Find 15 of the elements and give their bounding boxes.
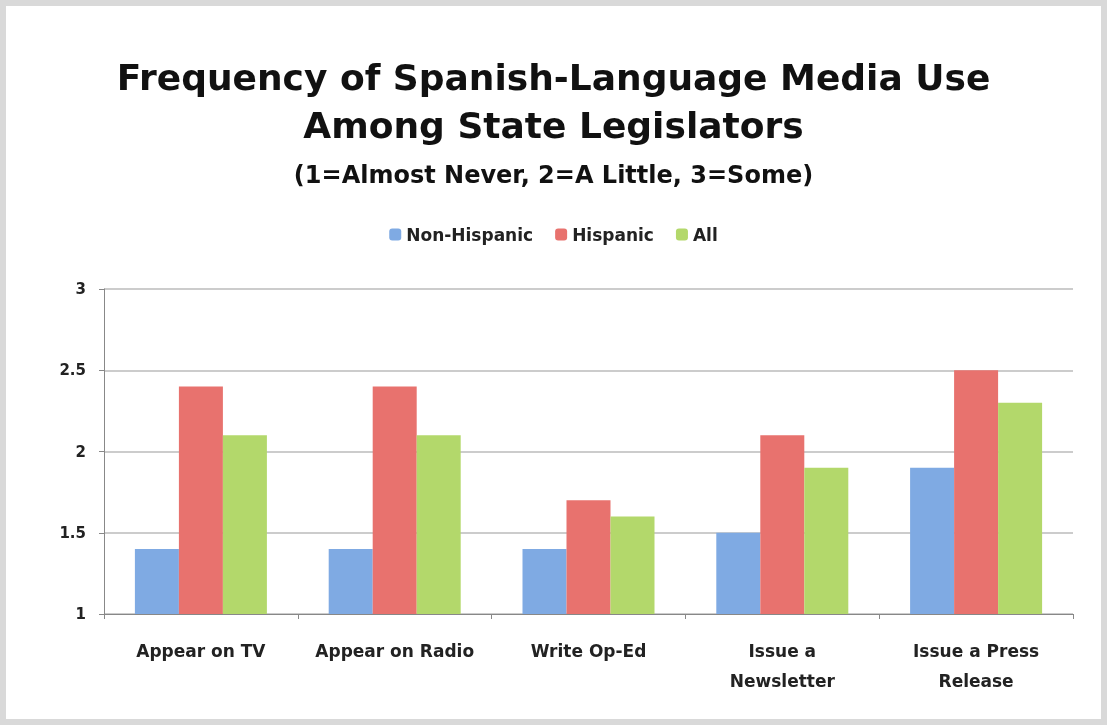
legend-label: All: [692, 224, 718, 245]
y-tick-label: 2: [75, 442, 86, 461]
y-tick-label: 1.5: [59, 523, 86, 542]
chart-title: Frequency of Spanish-Language Media Use Among State Legislators: [116, 56, 991, 146]
x-tick-label: Appear on TV: [136, 641, 267, 661]
x-tick-label: Issue a Newsletter: [729, 641, 836, 691]
y-tick-label: 1: [75, 605, 86, 623]
y-tick-label: 3: [75, 280, 86, 298]
y-tick-label: 2.5: [59, 361, 86, 380]
x-tick-label: Write Op-Ed: [530, 641, 647, 661]
legend-label: Hispanic: [572, 224, 654, 245]
legend-label: Non-Hispanic: [406, 224, 534, 245]
x-tick-label: Issue a Press Release: [913, 641, 1040, 691]
chart-subtitle: (1=Almost Never, 2=A Little, 3=Some): [293, 161, 814, 189]
x-tick-label: Appear on Radio: [315, 641, 475, 661]
